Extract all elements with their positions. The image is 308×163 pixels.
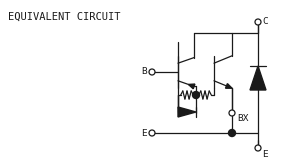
Polygon shape	[178, 107, 196, 117]
Text: B: B	[141, 67, 147, 76]
Circle shape	[229, 110, 235, 116]
Text: BX: BX	[237, 114, 249, 123]
Text: C: C	[262, 17, 268, 27]
Polygon shape	[188, 84, 195, 89]
Circle shape	[192, 91, 200, 98]
Circle shape	[229, 129, 236, 136]
Text: E: E	[262, 150, 268, 159]
Polygon shape	[250, 66, 266, 90]
Polygon shape	[225, 84, 232, 88]
Circle shape	[255, 145, 261, 151]
Circle shape	[149, 130, 155, 136]
Text: E: E	[141, 128, 147, 138]
Text: EQUIVALENT CIRCUIT: EQUIVALENT CIRCUIT	[8, 12, 120, 22]
Circle shape	[149, 69, 155, 75]
Circle shape	[255, 19, 261, 25]
